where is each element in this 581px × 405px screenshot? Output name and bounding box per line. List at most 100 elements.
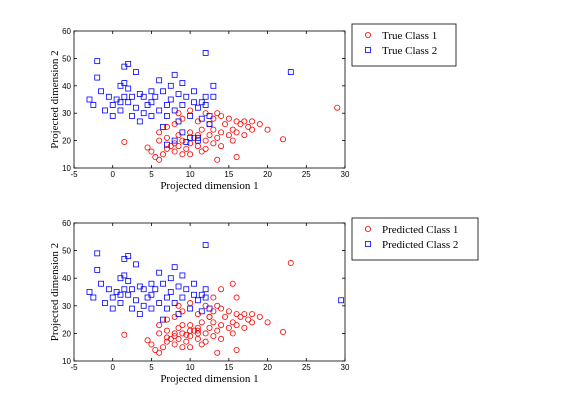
data-point-square [125, 253, 132, 260]
data-point-circle [210, 319, 217, 326]
data-point-square [167, 275, 174, 282]
data-point-circle [334, 104, 341, 111]
data-point-circle [171, 333, 178, 340]
y-tick-label: 30 [62, 109, 71, 118]
data-point-circle [214, 134, 221, 141]
data-point-circle [264, 126, 271, 133]
data-point-circle [280, 329, 287, 336]
series-2 [86, 50, 294, 148]
data-point-circle [179, 151, 186, 158]
data-point-circle [187, 140, 194, 147]
data-point-square [171, 71, 178, 78]
data-point-square [86, 289, 93, 295]
data-point-square [133, 261, 139, 268]
data-point-square [105, 286, 112, 293]
data-point-circle [225, 132, 232, 139]
data-point-square [171, 137, 178, 144]
data-point-circle [187, 107, 194, 114]
data-point-square [117, 300, 124, 306]
x-axis-title: Projected dimension 1 [160, 373, 258, 385]
data-point-square [210, 82, 217, 89]
data-point-circle [171, 148, 178, 155]
data-point-square [179, 102, 186, 108]
data-point-square [202, 50, 209, 56]
data-point-circle [179, 137, 186, 144]
data-point-square [206, 305, 213, 312]
y-tick-label: 50 [62, 247, 71, 256]
data-point-square [109, 113, 116, 119]
data-point-circle [245, 123, 252, 130]
data-point-square [156, 77, 163, 84]
data-point-circle [198, 341, 205, 348]
data-point-circle [163, 134, 170, 141]
data-point-square [164, 141, 170, 148]
data-point-square [148, 88, 155, 95]
data-point-circle [210, 294, 217, 301]
data-point-square [133, 69, 139, 75]
data-point-circle [171, 330, 178, 337]
data-point-square [121, 272, 128, 279]
data-point-square [102, 107, 108, 114]
data-point-square [175, 118, 182, 125]
data-point-circle [171, 341, 178, 348]
data-point-square [194, 104, 201, 111]
data-point-circle [206, 313, 213, 320]
y-tick-label: 40 [62, 82, 71, 91]
x-tick-label: 20 [263, 170, 272, 179]
data-point-square [125, 99, 132, 106]
data-point-circle [183, 145, 190, 152]
data-point-circle [229, 137, 236, 144]
data-point-circle [241, 118, 248, 125]
data-point-circle [121, 138, 128, 145]
legend-marker [364, 32, 371, 39]
data-point-square [179, 272, 186, 279]
data-point-circle [233, 311, 240, 318]
data-point-circle [249, 311, 256, 318]
x-axis: -5 0 5 10 15 20 25 30 [70, 223, 350, 372]
data-point-circle [183, 331, 190, 338]
data-point-circle [229, 319, 236, 326]
data-point-circle [187, 344, 194, 351]
data-point-square [148, 291, 155, 298]
y-tick-label: 20 [62, 137, 71, 146]
data-point-circle [214, 156, 221, 163]
data-point-circle [198, 319, 205, 326]
data-point-circle [183, 338, 190, 345]
y-axis-title: Projected dimension 2 [49, 50, 61, 148]
data-point-square [202, 294, 209, 301]
plot-area-frame [73, 30, 346, 169]
y-axis: 10 20 30 40 50 60 [62, 27, 345, 173]
data-point-square [125, 278, 132, 284]
data-point-circle [163, 334, 170, 341]
data-point-square [179, 129, 186, 136]
x-tick-label: 20 [263, 363, 272, 372]
data-point-circle [187, 322, 194, 329]
data-point-circle [233, 129, 240, 136]
data-point-square [183, 93, 190, 100]
data-point-square [206, 121, 213, 128]
data-point-circle [156, 349, 163, 356]
data-point-square [148, 113, 155, 119]
data-point-square [90, 294, 97, 301]
data-point-square [109, 305, 116, 312]
chart-1: -5 0 5 10 15 20 25 30 10 20 30 40 50 60 Projected dime… [49, 23, 457, 192]
chart-2: -5 0 5 10 15 20 25 30 10 20 30 40 50 60 Projected dime… [49, 217, 479, 385]
data-point-square [171, 107, 178, 114]
data-point-square [191, 99, 197, 106]
y-tick-label: 10 [62, 164, 71, 173]
data-point-square [125, 291, 132, 298]
data-point-square [287, 69, 294, 75]
legend-frame [351, 23, 457, 67]
data-point-circle [214, 302, 221, 309]
data-point-circle [206, 324, 213, 331]
data-point-circle [214, 349, 221, 356]
data-point-circle [256, 313, 263, 320]
data-point-circle [221, 313, 228, 320]
data-point-square [202, 102, 209, 108]
data-point-square [121, 286, 128, 293]
data-point-square [94, 58, 101, 65]
data-point-square [175, 283, 182, 290]
data-point-square [156, 300, 163, 306]
data-point-circle [187, 300, 194, 307]
